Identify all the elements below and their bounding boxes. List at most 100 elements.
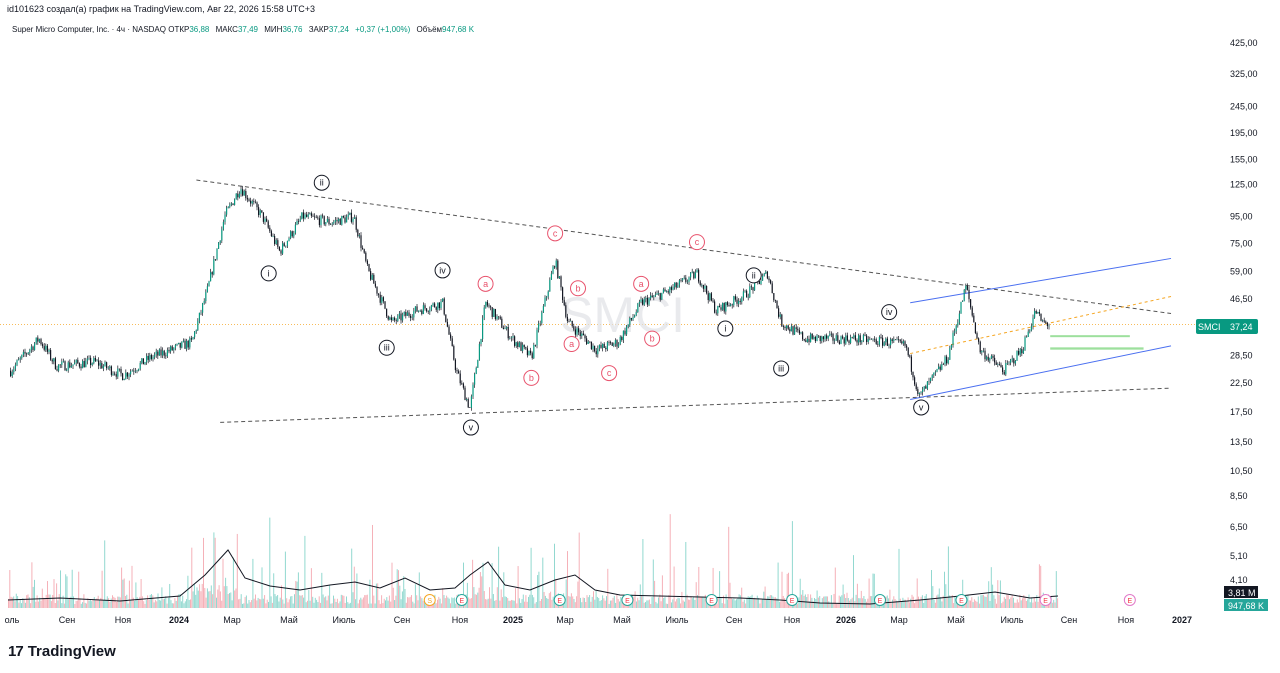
price-axis[interactable]: 425,00325,00245,00195,00155,00125,0095,0… xyxy=(1230,38,1258,585)
volume-bar xyxy=(572,596,574,608)
volume-bar xyxy=(638,600,640,608)
volume-bar xyxy=(400,599,402,608)
candle xyxy=(558,276,561,279)
symbol-name[interactable]: Super Micro Computer, Inc. · 4ч · NASDAQ xyxy=(12,25,166,34)
volume-bar xyxy=(58,594,60,608)
volume-bar xyxy=(253,598,255,608)
volume-bar xyxy=(832,603,834,608)
volume-bar xyxy=(884,602,886,608)
volume-bar xyxy=(582,597,584,608)
volume-bar xyxy=(643,602,645,608)
volume-bar xyxy=(210,585,212,608)
candle xyxy=(696,269,698,273)
candle xyxy=(318,218,321,226)
volume-bar xyxy=(823,596,825,608)
candle xyxy=(914,377,916,385)
low-label: МИН xyxy=(264,25,283,34)
volume-bar xyxy=(469,598,471,608)
candle xyxy=(902,341,905,344)
wave-label-circle xyxy=(563,336,580,353)
candle xyxy=(478,343,481,361)
candle xyxy=(830,333,833,335)
candle xyxy=(917,389,919,394)
candle xyxy=(582,333,585,336)
candle xyxy=(835,335,837,341)
volume-bar xyxy=(911,594,913,608)
candle xyxy=(941,364,943,370)
candle xyxy=(528,350,530,356)
candle xyxy=(563,300,565,306)
volume-bar xyxy=(871,596,873,608)
candle xyxy=(147,355,149,360)
volume-bar xyxy=(678,598,680,608)
volume-bar xyxy=(340,594,342,608)
volume-bar xyxy=(342,595,344,608)
volume-bar xyxy=(547,598,549,608)
candle xyxy=(338,218,340,222)
volume-bar xyxy=(635,601,637,608)
volume-bar xyxy=(398,570,399,608)
volume-bar xyxy=(767,596,769,608)
volume-bar xyxy=(438,596,440,608)
time-axis[interactable]: оль Сен Ноя 2024 Мар Май Июль Сен Ноя 2025 Мар Май И… xyxy=(5,615,1192,625)
candle xyxy=(805,340,807,342)
volume-bar xyxy=(154,600,156,608)
candle xyxy=(677,284,679,288)
candle xyxy=(82,361,84,369)
candle xyxy=(890,339,892,346)
candle xyxy=(875,339,877,344)
volume-bar xyxy=(773,597,775,608)
volume-bar xyxy=(968,600,970,608)
volume-bar xyxy=(784,598,786,608)
candle xyxy=(798,330,801,334)
volume-bar xyxy=(303,597,305,608)
volume-bar xyxy=(599,601,601,608)
candle xyxy=(112,373,114,375)
event-marker-label: E xyxy=(878,598,883,605)
volume-bar xyxy=(945,584,947,608)
candle xyxy=(656,293,658,295)
candle xyxy=(950,344,953,349)
volume-bar xyxy=(772,596,774,608)
volume-bar xyxy=(704,594,706,608)
candle xyxy=(187,340,189,348)
volume-bar xyxy=(227,594,229,608)
volume-bar xyxy=(859,598,861,608)
volume-bar xyxy=(720,597,722,608)
candle xyxy=(1000,364,1002,368)
volume-bar xyxy=(318,596,320,608)
volume-bar xyxy=(827,596,828,608)
candle xyxy=(290,231,292,239)
candle xyxy=(816,335,818,342)
brand-name: TradingView xyxy=(27,643,116,660)
volume-bar xyxy=(499,600,501,608)
volume-bar xyxy=(530,547,532,608)
volume-bar xyxy=(313,602,315,608)
candle xyxy=(203,301,205,304)
candle xyxy=(18,359,20,361)
tradingview-brand[interactable]: 17 TradingView xyxy=(8,643,116,660)
candle xyxy=(570,320,572,322)
wave-label: ii xyxy=(320,178,324,188)
candle xyxy=(595,351,597,355)
volume-bar xyxy=(934,602,936,608)
trendlines[interactable] xyxy=(196,179,1172,423)
candle xyxy=(856,340,858,343)
volume-bar xyxy=(500,589,502,608)
candle xyxy=(125,372,127,379)
volume-bar xyxy=(541,598,542,608)
volume-bar xyxy=(414,584,416,608)
volume-bar xyxy=(127,603,129,608)
symbol-legend[interactable]: Super Micro Computer, Inc. · 4ч · NASDAQ… xyxy=(12,25,478,34)
volume-bar xyxy=(47,581,48,608)
volume-bar xyxy=(382,603,384,608)
candle xyxy=(747,297,749,298)
volume-bar xyxy=(897,601,899,608)
volume-bar xyxy=(941,601,943,608)
candle xyxy=(96,360,98,362)
volume-bar xyxy=(338,603,340,608)
candle xyxy=(419,310,421,312)
volume-bar xyxy=(942,595,944,608)
